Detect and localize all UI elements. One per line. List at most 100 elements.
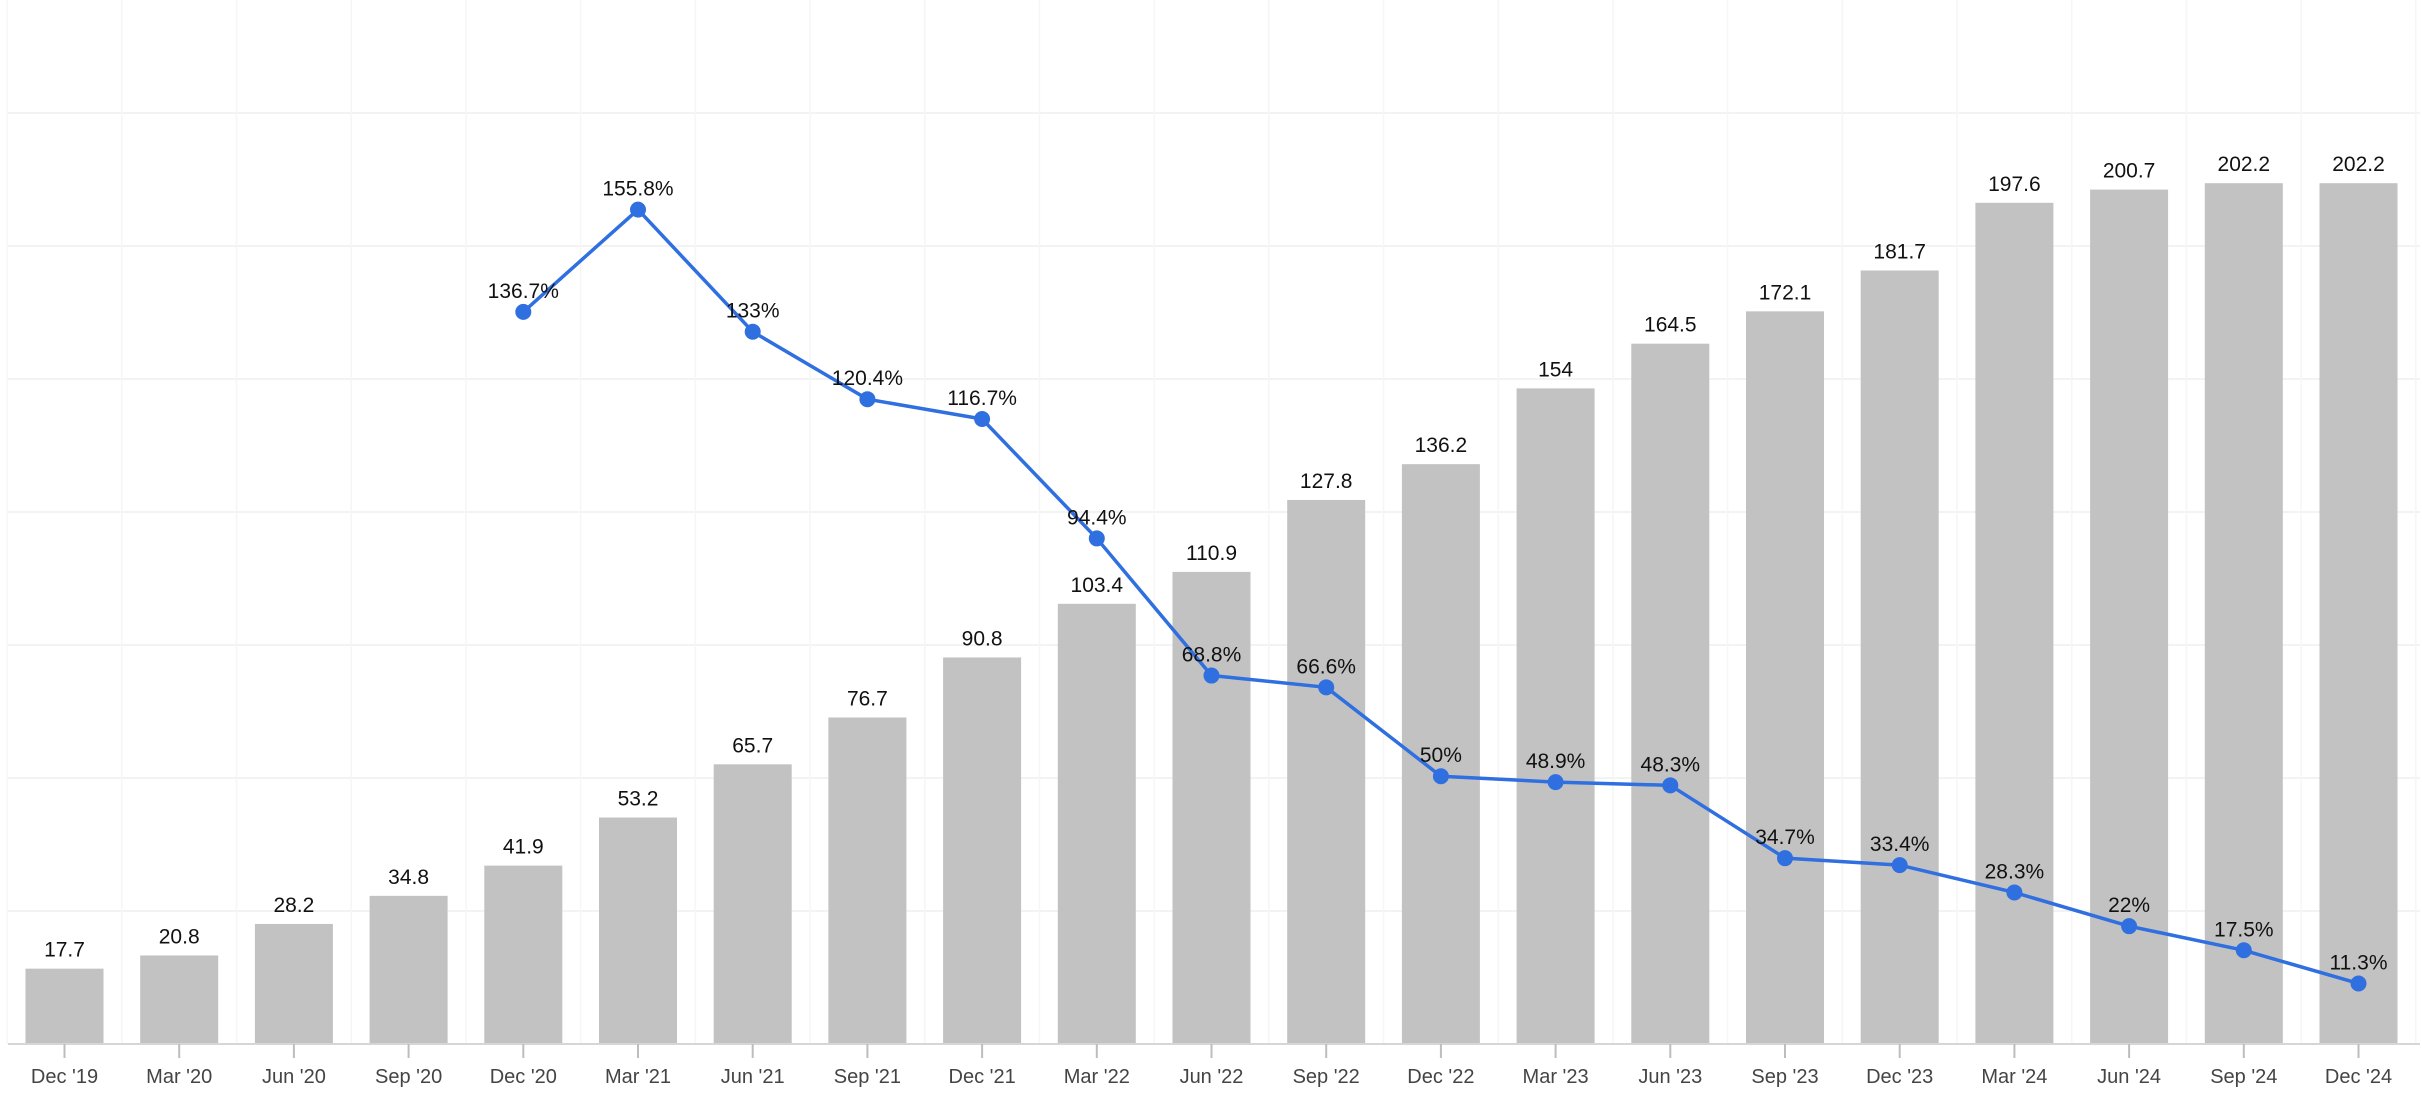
line-point bbox=[1432, 768, 1449, 785]
bar-value-label: 164.5 bbox=[1644, 314, 1697, 337]
bar-value-label: 17.7 bbox=[44, 939, 85, 962]
bar-value-label: 53.2 bbox=[618, 788, 659, 811]
bar bbox=[1172, 571, 1251, 1044]
bar-series bbox=[25, 183, 2398, 1045]
line-value-label: 48.9% bbox=[1526, 750, 1586, 773]
bar bbox=[140, 955, 219, 1044]
data-labels: 17.7 20.8 28.2 34.8 41.9 53.2 65.7 76.7 90.8 103.… bbox=[44, 153, 2387, 974]
line-value-label: 33.4% bbox=[1870, 833, 1930, 856]
line-point bbox=[1777, 850, 1793, 867]
line-value-label: 94.4% bbox=[1067, 506, 1127, 529]
bar-value-label: 20.8 bbox=[159, 925, 200, 948]
bar-value-label: 136.2 bbox=[1415, 434, 1468, 457]
line-point bbox=[2006, 884, 2023, 901]
line-value-label: 120.4% bbox=[832, 367, 903, 390]
x-tick-label: Sep '20 bbox=[375, 1066, 442, 1088]
bar-value-label: 127.8 bbox=[1300, 470, 1353, 493]
bar-value-label: 90.8 bbox=[962, 627, 1003, 650]
line-value-label: 17.5% bbox=[2214, 918, 2274, 941]
bar bbox=[713, 764, 792, 1044]
bar bbox=[254, 923, 333, 1044]
bar-value-label: 202.2 bbox=[2332, 153, 2385, 176]
bar bbox=[2319, 183, 2398, 1045]
x-tick-label: Mar '21 bbox=[605, 1066, 671, 1088]
line-point bbox=[1547, 774, 1564, 791]
bar-value-label: 154 bbox=[1538, 358, 1573, 381]
bar-value-label: 110.9 bbox=[1186, 542, 1237, 565]
bar bbox=[599, 817, 677, 1044]
x-tick-label: Dec '20 bbox=[490, 1066, 557, 1088]
bar bbox=[1746, 311, 1824, 1044]
x-tick-label: Jun '21 bbox=[721, 1066, 785, 1088]
bar-value-label: 41.9 bbox=[503, 836, 544, 859]
x-tick-label: Jun '22 bbox=[1180, 1066, 1244, 1088]
line-point bbox=[1662, 777, 1679, 794]
line-value-label: 11.3% bbox=[2330, 951, 2388, 974]
line-point bbox=[630, 201, 646, 218]
x-tick-label: Sep '22 bbox=[1293, 1066, 1360, 1088]
line-value-label: 116.7% bbox=[947, 387, 1017, 410]
x-tick-label: Sep '21 bbox=[834, 1066, 901, 1088]
line-point bbox=[2235, 942, 2252, 959]
x-tick-label: Dec '21 bbox=[949, 1066, 1016, 1088]
line-value-label: 34.7% bbox=[1755, 826, 1815, 849]
bar bbox=[1631, 343, 1710, 1044]
line-value-label: 28.3% bbox=[1985, 860, 2045, 883]
bar bbox=[1057, 603, 1136, 1044]
bar-value-label: 172.1 bbox=[1759, 281, 1812, 304]
line-point bbox=[2350, 975, 2367, 992]
bar-value-label: 65.7 bbox=[732, 734, 773, 757]
bar-value-label: 181.7 bbox=[1873, 240, 1926, 263]
bar bbox=[1287, 499, 1366, 1044]
line-value-label: 155.8% bbox=[602, 178, 673, 201]
x-tick-label: Sep '24 bbox=[2210, 1066, 2277, 1088]
bar-value-label: 28.2 bbox=[273, 894, 314, 917]
bar bbox=[484, 865, 563, 1044]
line-point bbox=[1318, 679, 1335, 696]
line-point bbox=[2121, 918, 2138, 935]
x-tick-label: Mar '20 bbox=[146, 1066, 212, 1088]
line-value-label: 68.8% bbox=[1182, 644, 1242, 667]
x-tick-label: Mar '22 bbox=[1064, 1066, 1130, 1088]
line-value-label: 66.6% bbox=[1296, 655, 1356, 678]
bar bbox=[369, 895, 448, 1044]
line-point bbox=[1891, 857, 1908, 874]
bar-value-label: 197.6 bbox=[1988, 173, 2041, 196]
x-tick-label: Jun '20 bbox=[262, 1066, 326, 1088]
x-tick-label: Dec '19 bbox=[31, 1066, 98, 1088]
bar bbox=[1860, 270, 1939, 1044]
line-series bbox=[515, 201, 2367, 992]
x-tick-label: Mar '24 bbox=[1981, 1066, 2047, 1088]
bar bbox=[1516, 388, 1595, 1044]
line-point bbox=[744, 323, 761, 340]
x-tick-label: Jun '23 bbox=[1638, 1066, 1702, 1088]
line-point bbox=[859, 391, 876, 408]
line-point bbox=[1088, 530, 1105, 547]
x-tick-label: Sep '23 bbox=[1751, 1066, 1818, 1088]
line-value-label: 136.7% bbox=[488, 280, 559, 303]
x-tick-label: Dec '22 bbox=[1407, 1066, 1474, 1088]
line-value-label: 22% bbox=[2108, 894, 2150, 917]
line-point bbox=[515, 303, 532, 320]
bar bbox=[25, 968, 104, 1044]
x-tick-label: Dec '23 bbox=[1866, 1066, 1933, 1088]
bar bbox=[2204, 183, 2283, 1045]
grid-lines bbox=[6, 0, 2420, 1044]
bar-value-label: 202.2 bbox=[2218, 153, 2271, 176]
bar-value-label: 103.4 bbox=[1071, 574, 1124, 597]
line-point bbox=[1203, 667, 1220, 684]
x-axis: Dec '19 Mar '20 Jun '20 Sep '20 Dec '20 Mar '… bbox=[8, 1043, 2420, 1088]
x-tick-label: Mar '23 bbox=[1523, 1066, 1589, 1088]
x-tick-label: Jun '24 bbox=[2097, 1066, 2161, 1088]
line-value-label: 48.3% bbox=[1641, 753, 1701, 776]
bar-value-label: 76.7 bbox=[847, 687, 888, 710]
x-tick-label: Dec '24 bbox=[2325, 1066, 2392, 1088]
bar-value-label: 34.8 bbox=[388, 866, 429, 889]
line-value-label: 50% bbox=[1420, 744, 1462, 767]
bar-value-label: 200.7 bbox=[2103, 160, 2156, 183]
bar bbox=[2090, 189, 2169, 1044]
bar bbox=[943, 657, 1022, 1044]
line-value-label: 133% bbox=[726, 300, 780, 323]
